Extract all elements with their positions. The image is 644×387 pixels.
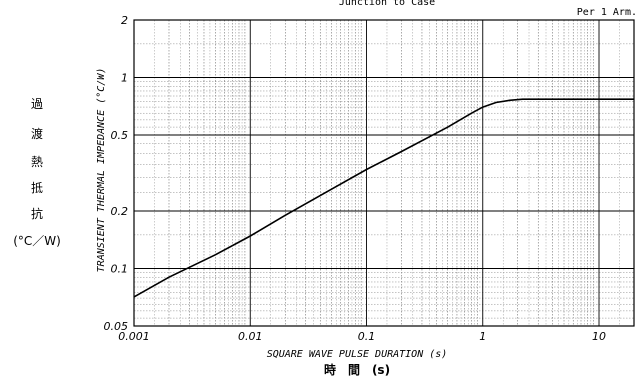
y-tick-label: 0.05 (104, 320, 129, 333)
x-tick-label: 0.1 (358, 330, 376, 343)
y-axis-jp-char: 抗 (31, 206, 43, 221)
y-axis-jp-char: 渡 (31, 126, 43, 141)
chart-title: Junction to Case (339, 0, 435, 8)
grid-minor (134, 20, 635, 326)
x-tick-labels: 0.001 0.01 0.1 1 10 (118, 330, 606, 343)
y-tick-labels: 0.05 0.1 0.2 0.5 1 2 (104, 14, 129, 333)
x-tick-label: 0.01 (238, 330, 263, 343)
y-axis-title-jp: 過 渡 熱 抵 抗 (°C／W) (13, 97, 61, 248)
y-tick-label: 0.1 (111, 263, 129, 276)
x-axis-title-jp: 時 間 (s) (324, 362, 390, 377)
x-tick-label: 10 (592, 330, 606, 343)
y-tick-label: 1 (121, 71, 128, 84)
plot-frame (133, 19, 635, 327)
impedance-curve (133, 98, 634, 298)
x-axis-title: SQUARE WAVE PULSE DURATION (s) (267, 349, 448, 360)
series-layer (133, 98, 634, 298)
y-tick-label: 0.2 (111, 205, 129, 218)
x-tick-label: 1 (479, 330, 486, 343)
y-axis-jp-unit: (°C／W) (13, 234, 61, 248)
grid-major (133, 19, 634, 327)
y-axis-jp-char: 抵 (31, 181, 43, 195)
per-arm-annotation: Per 1 Arm. (577, 7, 637, 18)
y-axis-title: TRANSIENT THERMAL IMPEDANCE (°C/W) (96, 68, 107, 273)
y-tick-label: 2 (121, 14, 128, 27)
y-axis-jp-char: 過 (31, 97, 43, 111)
x-tick-label: 0.001 (118, 330, 150, 343)
y-axis-jp-char: 熱 (31, 155, 43, 169)
y-tick-label: 0.5 (111, 129, 129, 142)
